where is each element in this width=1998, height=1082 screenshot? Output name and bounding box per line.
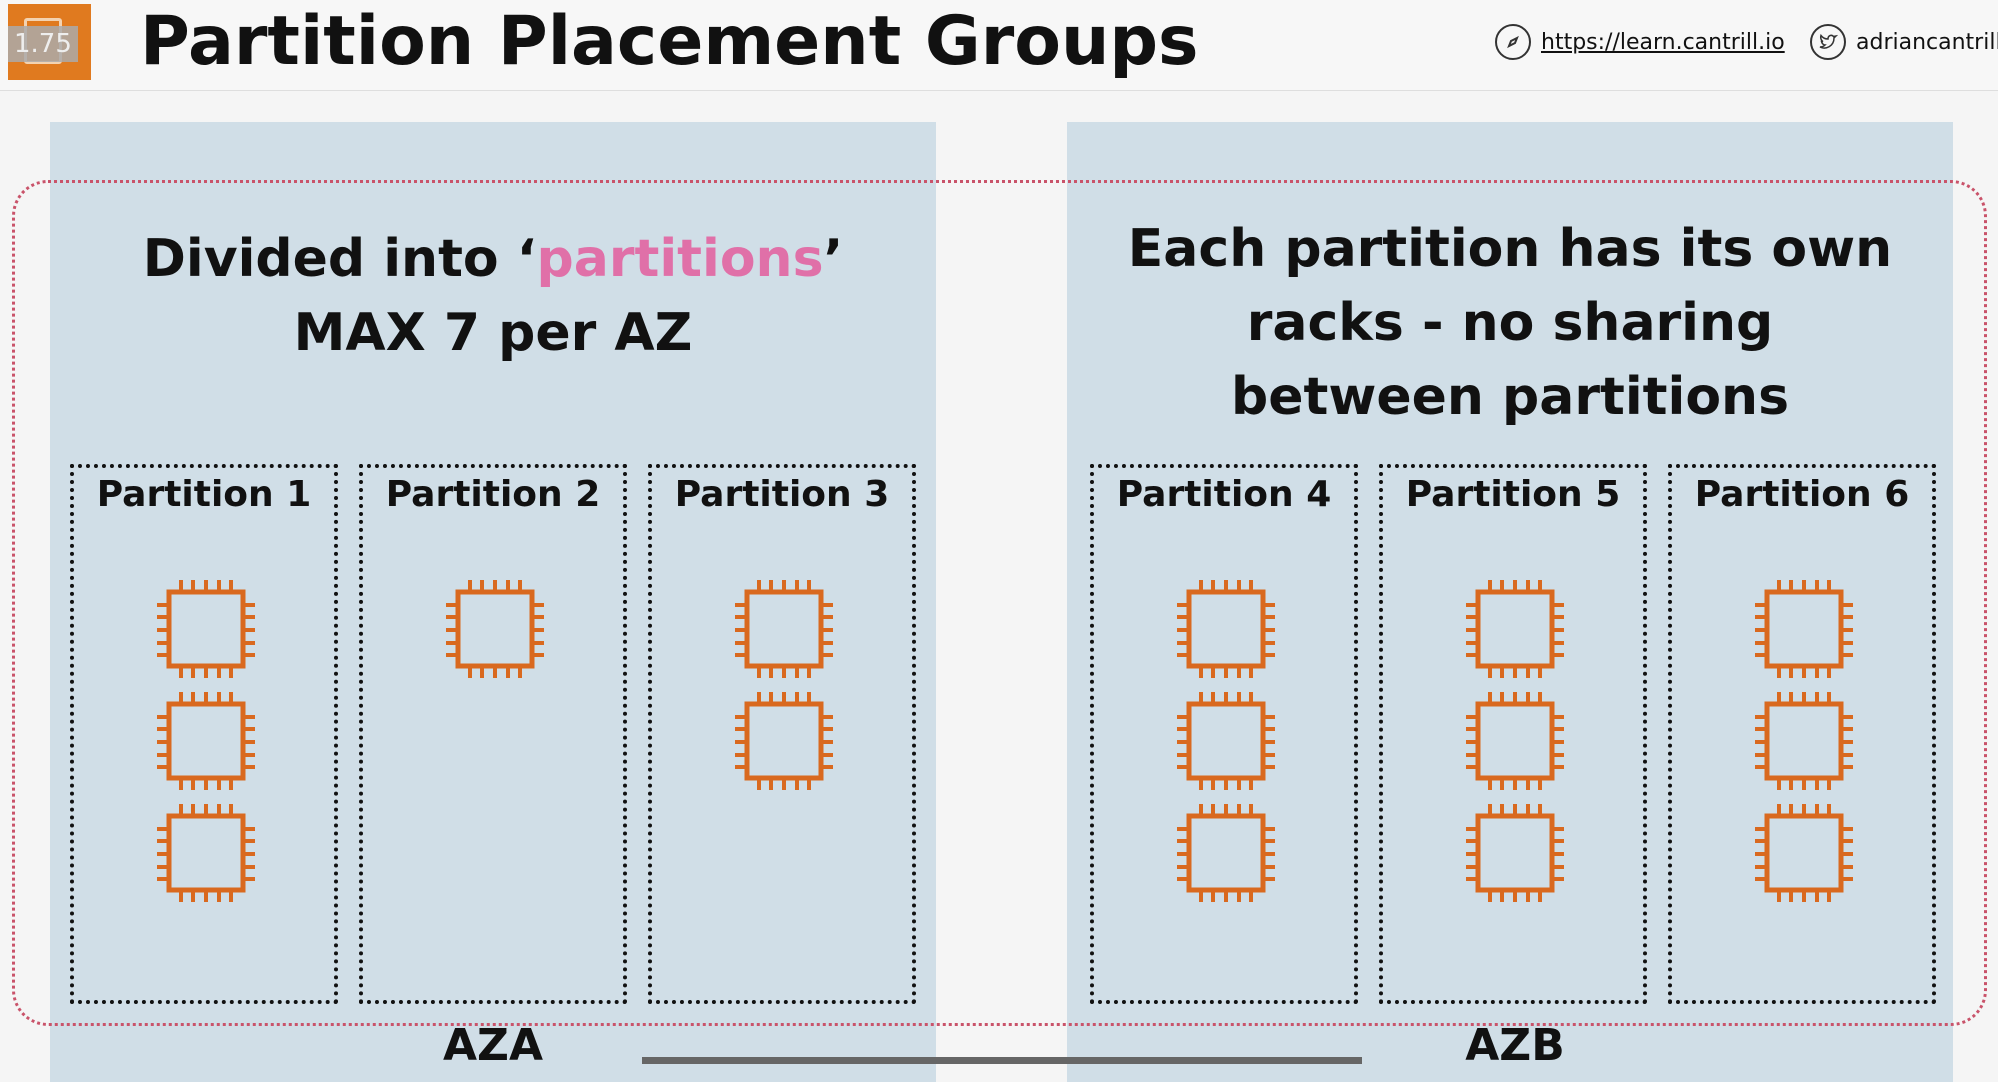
course-logo: 1.75 [8, 4, 91, 80]
availability-zone-a: Divided into ‘partitions’ MAX 7 per AZ P… [50, 122, 936, 1082]
partition-5: Partition 5 [1379, 464, 1647, 1004]
partition-6: Partition 6 [1668, 464, 1936, 1004]
twitter-handle-text: adriancantrill [1856, 29, 1998, 55]
video-progress-bar[interactable] [642, 1057, 1362, 1064]
partition-label: Partition 1 [96, 474, 312, 515]
ec2-instance-icon [732, 690, 836, 792]
twitter-handle[interactable]: adriancantrill [1810, 22, 1998, 62]
az-a-heading: Divided into ‘partitions’ MAX 7 per AZ [50, 222, 936, 370]
heading-text: Divided into ‘ [142, 229, 537, 289]
ec2-instance-icon [1174, 578, 1278, 680]
az-b-heading-line3: between partitions [1230, 367, 1790, 427]
website-url[interactable]: https://learn.cantrill.io [1541, 29, 1785, 55]
az-a-label: AZA [442, 1020, 543, 1071]
partition-label: Partition 3 [674, 474, 890, 515]
partition-2: Partition 2 [359, 464, 627, 1004]
compass-icon [1495, 24, 1531, 60]
ec2-instance-icon [1463, 690, 1567, 792]
ec2-instance-icon [1174, 690, 1278, 792]
availability-zone-b: Each partition has its own racks - no sh… [1067, 122, 1953, 1082]
ec2-instance-icon [1752, 802, 1856, 904]
ec2-instance-icon [732, 578, 836, 680]
ec2-instance-icon [154, 802, 258, 904]
heading-text: ’ [823, 229, 844, 289]
highlight-partitions: partitions [536, 229, 824, 289]
header-bar: 1.75 Partition Placement Groups https://… [0, 0, 1998, 91]
partition-1: Partition 1 [70, 464, 338, 1004]
ec2-instance-icon [154, 578, 258, 680]
partition-label: Partition 2 [385, 474, 601, 515]
website-link[interactable]: https://learn.cantrill.io [1495, 22, 1785, 62]
partition-4: Partition 4 [1090, 464, 1358, 1004]
az-b-heading-line1: Each partition has its own [1127, 219, 1893, 279]
partition-label: Partition 4 [1116, 474, 1332, 515]
az-b-heading: Each partition has its own racks - no sh… [1067, 212, 1953, 434]
ec2-instance-icon [154, 690, 258, 792]
az-a-heading-line2: MAX 7 per AZ [293, 303, 693, 363]
partition-label: Partition 5 [1405, 474, 1621, 515]
ec2-instance-icon [1752, 690, 1856, 792]
ec2-instance-icon [1752, 578, 1856, 680]
playback-speed-overlay[interactable]: 1.75 [8, 26, 78, 62]
page-title: Partition Placement Groups [140, 2, 1199, 81]
twitter-icon [1810, 24, 1846, 60]
ec2-instance-icon [1463, 802, 1567, 904]
ec2-instance-icon [1174, 802, 1278, 904]
ec2-instance-icon [1463, 578, 1567, 680]
ec2-instance-icon [443, 578, 547, 680]
az-b-heading-line2: racks - no sharing [1246, 293, 1774, 353]
partition-3: Partition 3 [648, 464, 916, 1004]
partition-label: Partition 6 [1694, 474, 1910, 515]
az-b-label: AZB [1465, 1020, 1565, 1071]
az-a-heading-line1: Divided into ‘partitions’ [50, 222, 936, 296]
